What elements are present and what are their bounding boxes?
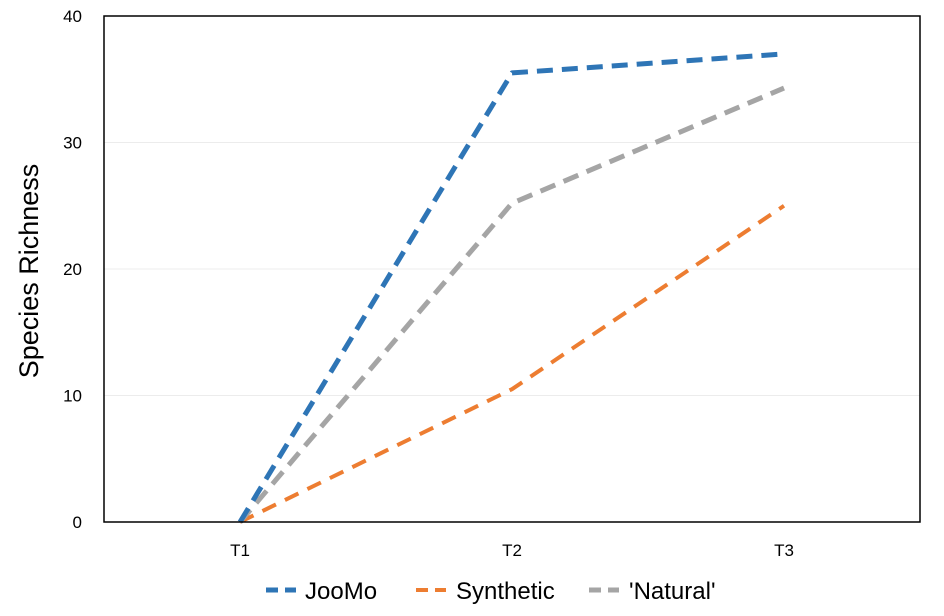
- y-tick-label: 30: [63, 134, 82, 153]
- x-tick-label: T3: [774, 541, 794, 560]
- series-line-0: [237, 51, 785, 524]
- series-line-2: [238, 85, 785, 524]
- series-lines: [237, 51, 786, 524]
- legend: JooMo Synthetic 'Natural': [266, 578, 716, 605]
- legend-label: Synthetic: [456, 578, 555, 605]
- plot-area-frame: [103, 15, 921, 523]
- y-axis-ticks: 0 10 20 30 40: [63, 7, 82, 532]
- series-line-1: [239, 204, 786, 524]
- y-tick-label: 40: [63, 7, 82, 26]
- y-tick-label: 0: [73, 513, 82, 532]
- y-axis-title: Species Richness: [14, 164, 44, 379]
- y-tick-label: 20: [63, 260, 82, 279]
- y-tick-label: 10: [63, 387, 82, 406]
- x-tick-label: T1: [230, 541, 250, 560]
- legend-label: 'Natural': [629, 578, 716, 605]
- gridlines: [104, 142, 920, 396]
- x-tick-label: T2: [502, 541, 522, 560]
- legend-label: JooMo: [305, 578, 377, 605]
- x-axis-ticks: T1 T2 T3: [230, 541, 794, 560]
